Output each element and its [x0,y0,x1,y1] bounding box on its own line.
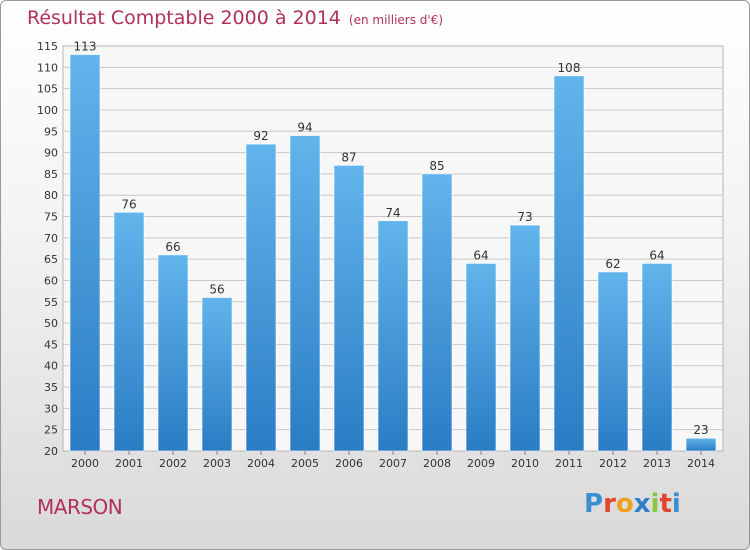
x-tick-label: 2004 [247,457,275,470]
bars: 113 76 66 56 92 94 87 74 85 64 73 108 62 64 23 [69,40,717,452]
y-tick-label: 55 [44,296,58,309]
y-tick-label: 65 [44,253,58,266]
y-tick-label: 20 [44,445,58,458]
data-label: 64 [473,248,488,262]
bar-2007 [377,220,409,452]
bar-2001 [113,211,145,452]
proxiti-logo: Proxiti [584,489,681,519]
logo-letter: i [650,489,660,519]
data-label: 76 [121,197,136,211]
data-label: 94 [297,121,312,135]
y-tick-label: 110 [37,61,58,74]
bar-2010 [509,224,541,452]
place-name: MARSON [37,495,123,519]
logo-letter: x [633,489,651,519]
y-tick-label: 30 [44,402,58,415]
x-tick-label: 2007 [379,457,407,470]
y-tick-label: 70 [44,232,58,245]
logo-letter: t [659,489,672,519]
bar-2011 [553,75,585,452]
bar-2014 [685,437,717,452]
y-axis-ticks: 20 25 30 35 40 45 50 55 60 65 70 75 80 85 90 95 100 105 11… [37,40,58,458]
bar-2002 [157,254,189,452]
bar-2013 [641,263,673,452]
y-tick-label: 80 [44,189,58,202]
chart-title: Résultat Comptable 2000 à 2014 (en millie… [27,7,443,29]
bar-2008 [421,173,453,452]
y-tick-label: 35 [44,381,58,394]
x-tick-label: 2008 [423,457,451,470]
y-tick-label: 40 [44,360,58,373]
logo-letter: i [671,489,681,519]
bar-2006 [333,165,365,452]
chart-title-text: Résultat Comptable 2000 à 2014 [27,7,341,29]
y-tick-label: 50 [44,317,58,330]
y-tick-label: 115 [37,40,58,53]
logo-letter: r [603,489,616,519]
x-tick-label: 2002 [159,457,187,470]
bar-2012 [597,271,629,452]
y-tick-label: 45 [44,338,58,351]
data-label: 56 [209,283,224,297]
logo-letter: o [615,489,634,519]
x-tick-label: 2000 [71,457,99,470]
data-label: 73 [517,210,532,224]
data-label: 113 [74,40,97,54]
y-tick-label: 90 [44,147,58,160]
chart-subtitle: (en milliers d'€) [348,13,444,27]
y-tick-label: 85 [44,168,58,181]
bar-2004 [245,143,277,452]
bar-2005 [289,135,321,452]
bar-2003 [201,297,233,452]
x-tick-label: 2001 [115,457,143,470]
x-tick-label: 2012 [599,457,627,470]
data-label: 85 [429,159,444,173]
data-label: 64 [649,248,664,262]
data-label: 66 [165,240,180,254]
data-label: 92 [253,129,268,143]
data-label: 74 [385,206,400,220]
x-tick-label: 2011 [555,457,583,470]
bar-2000 [69,54,101,452]
x-tick-label: 2003 [203,457,231,470]
y-tick-label: 105 [37,83,58,96]
y-tick-label: 95 [44,125,58,138]
x-tick-label: 2006 [335,457,363,470]
y-tick-label: 100 [37,104,58,117]
x-axis-ticks: 2000 2001 2002 2003 2004 2005 2006 2007 2008 2009… [71,451,715,470]
x-tick-label: 2014 [687,457,715,470]
y-tick-label: 60 [44,274,58,287]
data-label: 62 [605,257,620,271]
bar-2009 [465,263,497,452]
x-tick-label: 2005 [291,457,319,470]
logo-letter: P [584,489,604,519]
data-label: 108 [558,61,581,75]
data-label: 23 [693,423,708,437]
x-tick-label: 2010 [511,457,539,470]
data-label: 87 [341,150,356,164]
x-tick-label: 2013 [643,457,671,470]
y-tick-label: 25 [44,424,58,437]
y-tick-label: 75 [44,211,58,224]
x-tick-label: 2009 [467,457,495,470]
